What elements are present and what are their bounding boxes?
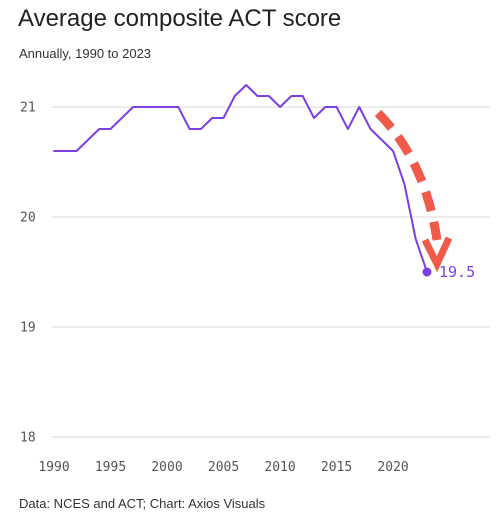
decline-arrow-annotation <box>374 109 453 273</box>
chart-source: Data: NCES and ACT; Chart: Axios Visuals <box>19 496 266 511</box>
x-axis-ticks: 1990 1995 2000 2005 2010 2015 2020 <box>38 460 408 475</box>
x-tick-label-2015: 2015 <box>321 460 352 475</box>
grid-lines <box>52 106 490 438</box>
arrow-shaft <box>374 109 442 241</box>
arrow-head <box>421 236 453 273</box>
series: 19.5 <box>53 84 475 281</box>
x-tick-label-2000: 2000 <box>151 460 182 475</box>
x-tick-label-2010: 2010 <box>264 460 295 475</box>
y-tick-label-21: 21 <box>20 101 36 116</box>
chart-subtitle: Annually, 1990 to 2023 <box>19 46 152 61</box>
y-axis-ticks: 18 19 20 21 <box>20 101 36 446</box>
end-value-label: 19.5 <box>439 263 475 281</box>
y-tick-label-20: 20 <box>20 211 36 226</box>
series-line-0 <box>53 84 428 273</box>
x-tick-label-2005: 2005 <box>208 460 239 475</box>
x-tick-label-1990: 1990 <box>38 460 69 475</box>
series-end-point <box>422 267 432 277</box>
x-tick-label-2020: 2020 <box>377 460 408 475</box>
x-tick-label-1995: 1995 <box>95 460 126 475</box>
y-tick-label-19: 19 <box>20 321 36 336</box>
y-tick-label-18: 18 <box>20 431 36 446</box>
chart-title: Average composite ACT score <box>18 5 342 32</box>
